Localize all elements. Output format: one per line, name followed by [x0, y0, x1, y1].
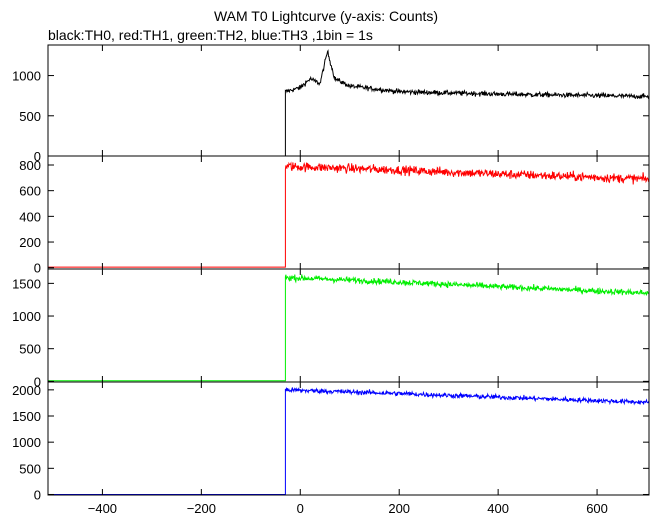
y-tick-label: 1000 [12, 435, 41, 450]
y-tick-label: 200 [19, 235, 41, 250]
series-line-th2 [48, 274, 650, 382]
y-tick-label: 800 [19, 158, 41, 173]
y-tick-label: 600 [19, 184, 41, 199]
x-tick-label: −200 [187, 501, 216, 515]
y-tick-label: 1000 [12, 69, 41, 84]
y-tick-label: 1000 [12, 309, 41, 324]
series-line-th3 [48, 386, 650, 495]
series-line-th0 [48, 49, 650, 157]
y-tick-label: 0 [34, 261, 41, 276]
panel-frame-th3 [47, 381, 650, 496]
y-tick-label: 500 [19, 109, 41, 124]
series-line-th1 [48, 161, 650, 268]
x-tick-label: 0 [297, 501, 304, 515]
x-tick-label: 200 [388, 501, 410, 515]
y-tick-label: 1500 [12, 276, 41, 291]
x-tick-label: −400 [88, 501, 117, 515]
panel-frame-th0 [47, 44, 650, 157]
y-tick-label: 0 [34, 487, 41, 502]
y-tick-label: 1500 [12, 409, 41, 424]
panel-frame-th2 [47, 268, 650, 383]
y-tick-label: 500 [19, 461, 41, 476]
y-tick-label: 2000 [12, 383, 41, 398]
y-tick-label: 400 [19, 209, 41, 224]
x-tick-label: 400 [487, 501, 509, 515]
y-tick-label: 0 [34, 374, 41, 389]
chart-subtitle: black:TH0, red:TH1, green:TH2, blue:TH3 … [48, 27, 373, 43]
chart-title: WAM T0 Lightcurve (y-axis: Counts) [213, 8, 439, 24]
y-tick-label: 0 [34, 149, 41, 164]
x-tick-label: 600 [586, 501, 608, 515]
y-tick-label: 500 [19, 342, 41, 357]
